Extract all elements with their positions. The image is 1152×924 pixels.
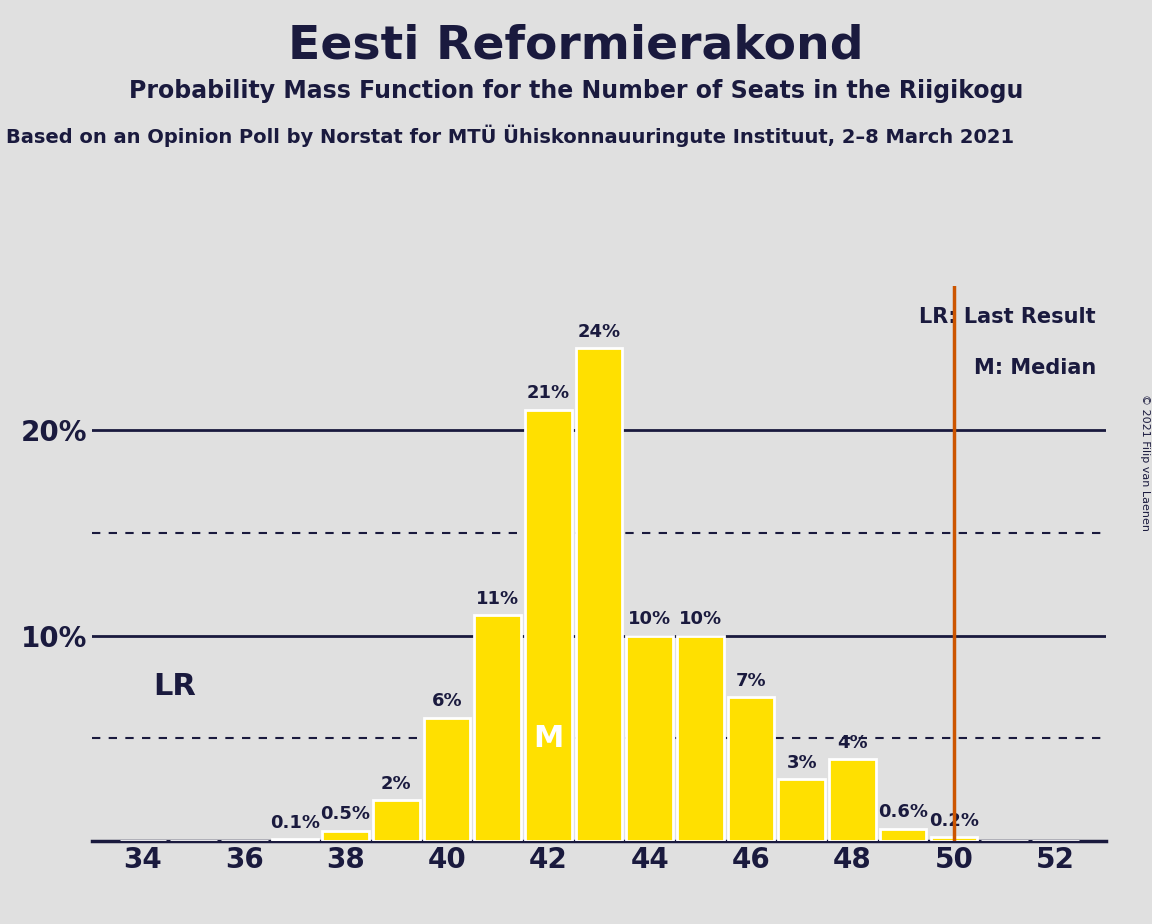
Bar (525, 409, 571, 841)
Text: 3%: 3% (787, 754, 817, 772)
Text: Probability Mass Function for the Number of Seats in the Riigikogu: Probability Mass Function for the Number… (129, 79, 1023, 103)
Text: 0.2%: 0.2% (929, 811, 979, 830)
Text: 10%: 10% (679, 611, 722, 628)
Text: 7%: 7% (736, 672, 766, 690)
Bar (373, 800, 419, 841)
Bar (576, 348, 622, 841)
Text: 11%: 11% (476, 590, 520, 608)
Text: LR: Last Result: LR: Last Result (919, 307, 1096, 327)
Text: LR: LR (153, 673, 196, 701)
Text: 0.6%: 0.6% (878, 803, 929, 821)
Bar (627, 636, 673, 841)
Bar (677, 636, 723, 841)
Bar (880, 829, 926, 841)
Bar (475, 615, 521, 841)
Text: © 2021 Filip van Laenen: © 2021 Filip van Laenen (1139, 394, 1150, 530)
Text: 4%: 4% (838, 734, 867, 751)
Text: 21%: 21% (526, 384, 570, 403)
Text: 10%: 10% (628, 611, 672, 628)
Text: Eesti Reformierakond: Eesti Reformierakond (288, 23, 864, 68)
Bar (272, 839, 318, 841)
Text: Based on an Opinion Poll by Norstat for MTÜ Ühiskonnauuringute Instituut, 2–8 Ma: Based on an Opinion Poll by Norstat for … (6, 125, 1014, 147)
Text: M: Median: M: Median (973, 359, 1096, 378)
Text: 6%: 6% (432, 692, 462, 711)
Bar (728, 697, 774, 841)
Bar (829, 759, 876, 841)
Text: 24%: 24% (577, 322, 621, 341)
Text: M: M (533, 723, 563, 753)
Bar (931, 837, 977, 841)
Bar (779, 779, 825, 841)
Bar (424, 718, 470, 841)
Text: 0.5%: 0.5% (320, 806, 371, 823)
Text: 2%: 2% (381, 774, 411, 793)
Text: 0.1%: 0.1% (270, 814, 320, 832)
Bar (323, 831, 369, 841)
